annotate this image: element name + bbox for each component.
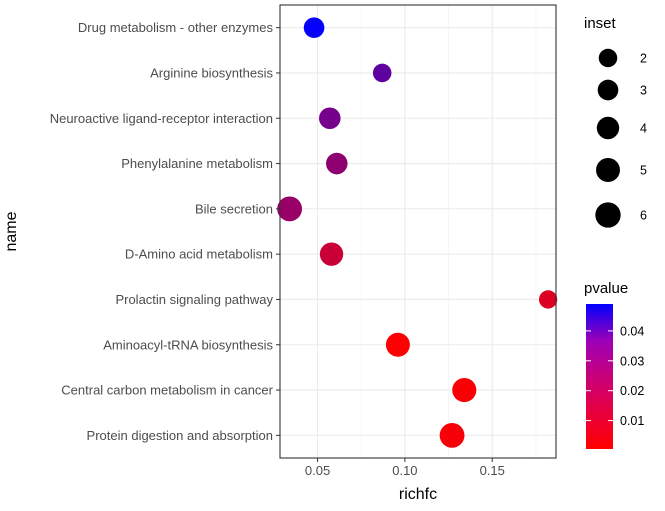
size-legend-title: inset xyxy=(584,15,617,32)
data-point xyxy=(319,242,344,266)
x-tick-label: 0.10 xyxy=(392,463,417,478)
size-legend-key xyxy=(596,158,620,182)
size-legend: inset 2 3 4 5 6 xyxy=(584,15,647,228)
y-tick-label: Arginine biosynthesis xyxy=(150,65,273,80)
size-legend-label: 4 xyxy=(640,122,647,136)
color-legend-label: 0.03 xyxy=(620,354,644,368)
y-tick-label: Prolactin signaling pathway xyxy=(115,292,273,307)
color-legend-label: 0.04 xyxy=(620,324,644,338)
y-tick-label: Phenylalanine metabolism xyxy=(121,156,273,171)
color-legend-label: 0.02 xyxy=(620,384,644,398)
color-legend-label: 0.01 xyxy=(620,414,644,428)
y-axis-title: name xyxy=(3,211,20,251)
y-tick-label: D-Amino acid metabolism xyxy=(125,247,273,262)
size-legend-key xyxy=(596,116,620,140)
data-point xyxy=(538,290,558,309)
data-point xyxy=(303,17,325,38)
y-tick-label: Central carbon metabolism in cancer xyxy=(61,383,273,398)
size-legend-label: 2 xyxy=(640,52,647,66)
y-tick-label: Drug metabolism - other enzymes xyxy=(78,20,274,35)
y-tick-label: Protein digestion and absorption xyxy=(87,428,273,443)
panel-border xyxy=(279,4,557,459)
data-point xyxy=(325,152,348,175)
y-tick-label: Aminoacyl-tRNA biosynthesis xyxy=(103,337,273,352)
data-point xyxy=(319,107,341,130)
size-legend-key xyxy=(598,48,618,68)
data-point xyxy=(452,377,477,403)
y-tick-label: Neuroactive ligand-receptor interaction xyxy=(50,111,273,126)
x-axis-title: richfc xyxy=(399,486,437,503)
size-legend-label: 5 xyxy=(640,164,647,178)
size-legend-key xyxy=(595,202,621,228)
color-legend: pvalue 0.01 0.02 0.03 0.04 xyxy=(584,280,644,449)
size-legend-key xyxy=(597,79,619,101)
y-axis: Drug metabolism - other enzymes Arginine … xyxy=(50,20,280,443)
x-tick-label: 0.05 xyxy=(305,463,330,478)
data-point xyxy=(372,63,392,83)
color-bar xyxy=(586,304,613,449)
data-points xyxy=(277,17,558,448)
data-point xyxy=(439,422,465,448)
x-axis: 0.05 0.10 0.15 xyxy=(305,458,505,478)
data-point xyxy=(385,332,410,357)
size-legend-label: 3 xyxy=(640,84,647,98)
y-tick-label: Bile secretion xyxy=(195,201,273,216)
data-point xyxy=(277,196,303,222)
color-legend-title: pvalue xyxy=(584,280,628,297)
x-tick-label: 0.15 xyxy=(480,463,505,478)
size-legend-label: 6 xyxy=(640,209,647,223)
